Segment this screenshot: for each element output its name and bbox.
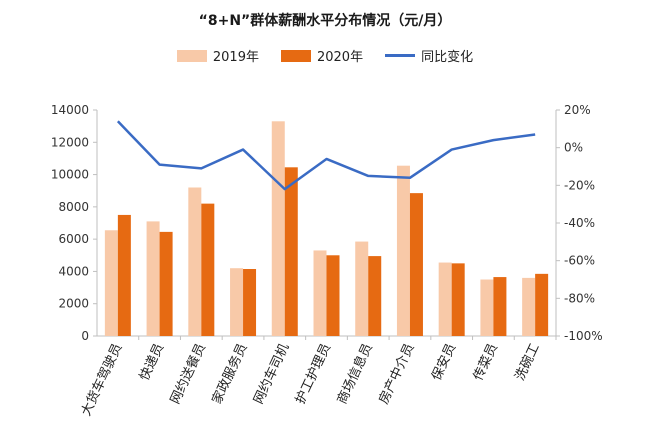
legend-swatch-yoy xyxy=(385,54,416,57)
left-tick-label: 12000 xyxy=(51,135,89,149)
bar-2020 xyxy=(409,193,423,336)
bar-2020 xyxy=(451,263,465,336)
legend-swatch-2020 xyxy=(280,49,311,62)
x-tick-label: 护工护理员 xyxy=(293,341,334,406)
left-tick-label: 6000 xyxy=(58,232,89,246)
bar-2020 xyxy=(493,277,507,336)
x-tick-label: 商场信息员 xyxy=(334,341,376,407)
legend-label-2019: 2019年 xyxy=(212,50,259,65)
legend-item-yoy: 同比变化 xyxy=(385,46,473,65)
bar-2020 xyxy=(535,273,549,336)
bar-2019 xyxy=(522,277,536,336)
bar-2019 xyxy=(396,165,410,336)
right-tick-label: -100% xyxy=(564,329,603,343)
bar-2019 xyxy=(438,262,452,336)
right-tick-label: 0% xyxy=(564,141,583,155)
right-tick-label: 20% xyxy=(564,103,591,117)
x-tick-label: 洗碗工 xyxy=(512,341,543,383)
legend-item-2019: 2019年 xyxy=(176,46,259,65)
bar-2019 xyxy=(188,187,202,336)
yoy-change-line xyxy=(116,120,536,191)
x-tick-label: 网约车司机 xyxy=(250,341,292,407)
left-tick-label: 4000 xyxy=(58,264,89,278)
right-tick-label: -20% xyxy=(564,178,595,192)
x-tick-label: 保安员 xyxy=(429,341,459,383)
bar-2019 xyxy=(313,250,327,336)
right-tick-label: -60% xyxy=(564,254,595,268)
bar-2020 xyxy=(284,167,298,336)
bar-2020 xyxy=(201,203,215,336)
legend-label-yoy: 同比变化 xyxy=(421,50,474,65)
right-tick-label: -80% xyxy=(564,291,595,305)
legend-label-2020: 2020年 xyxy=(316,50,364,65)
x-tick-label: 房产中介员 xyxy=(376,341,418,407)
x-tick-label: 大货车驾驶员 xyxy=(78,341,125,418)
left-tick-label: 14000 xyxy=(51,103,89,117)
left-tick-label: 8000 xyxy=(58,200,89,214)
x-tick-label: 家政服务员 xyxy=(209,341,251,407)
left-tick-label: 10000 xyxy=(51,168,89,182)
bar-2019 xyxy=(271,121,285,336)
bar-2020 xyxy=(368,256,382,336)
chart-legend: 2019年 2020年 同比变化 xyxy=(0,46,650,65)
legend-swatch-2019 xyxy=(176,49,207,62)
bar-2019 xyxy=(230,268,244,336)
bar-2020 xyxy=(159,231,173,336)
bar-2020 xyxy=(326,255,340,336)
bar-2020 xyxy=(243,269,257,336)
legend-item-2020: 2020年 xyxy=(280,46,364,65)
bar-2019 xyxy=(355,241,369,336)
bar-2020 xyxy=(117,214,131,336)
bar-2019 xyxy=(146,221,160,336)
chart-title: “8+N”群体薪酬水平分布情况（元/月） xyxy=(198,13,452,29)
right-tick-label: -40% xyxy=(564,216,595,230)
bar-2019 xyxy=(104,230,118,336)
x-tick-label: 传菜员 xyxy=(471,341,501,383)
x-tick-label: 网约送餐员 xyxy=(167,341,209,407)
left-tick-label: 0 xyxy=(81,329,89,343)
x-tick-label: 快递员 xyxy=(137,341,167,383)
left-tick-label: 2000 xyxy=(58,297,89,311)
bar-2019 xyxy=(480,279,494,336)
